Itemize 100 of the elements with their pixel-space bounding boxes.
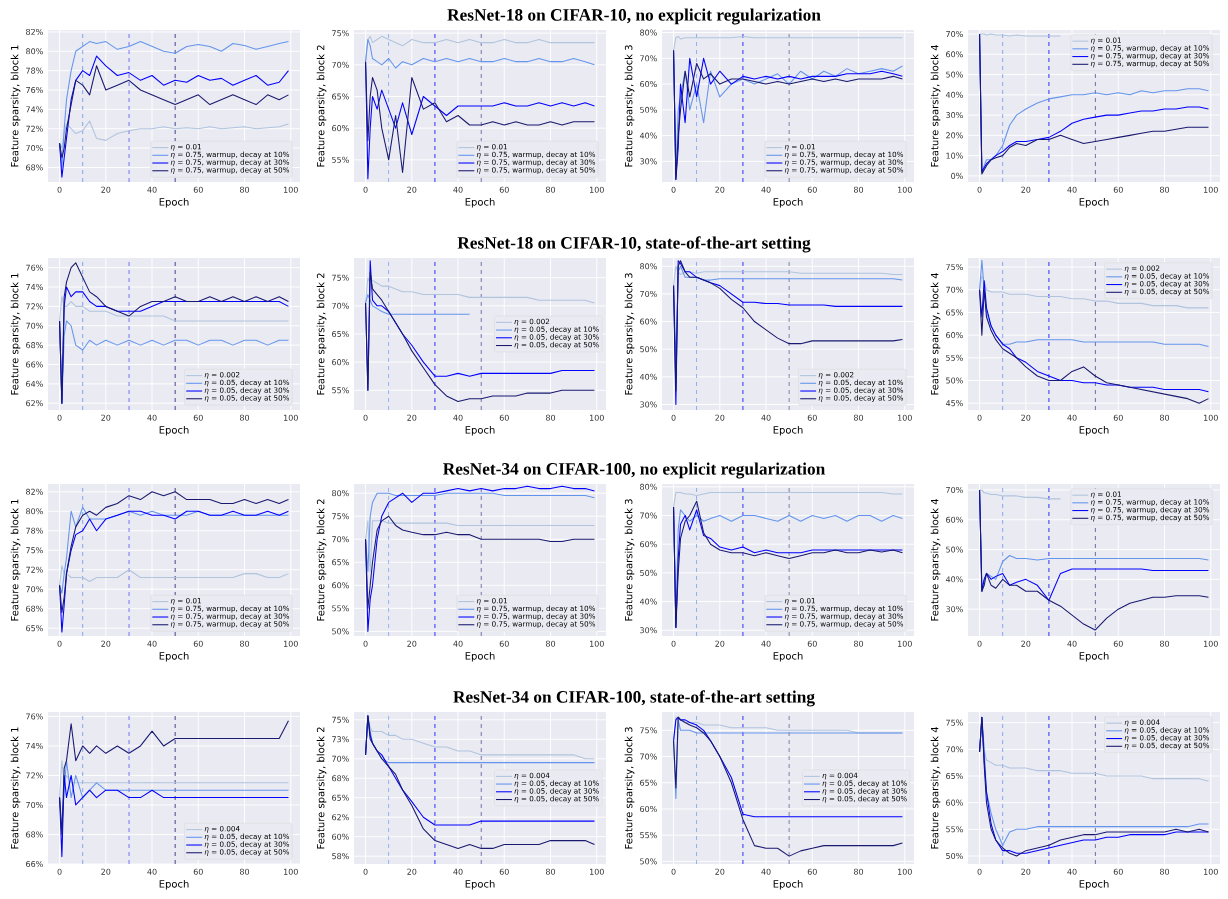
y-tick-label: 65% [946,772,963,779]
x-tick-label: 20 [715,868,725,875]
x-tick-label: 40 [453,868,463,875]
x-tick-label: 20 [101,868,111,875]
y-tick-label: 60% [640,541,657,548]
x-axis-title: Epoch [159,879,189,890]
x-tick-label: 100 [898,414,912,421]
y-tick-label: 78% [26,527,43,534]
x-tick-label: 100 [1204,186,1218,193]
y-tick-label: 30% [640,158,657,165]
x-axis-title: Epoch [773,879,803,890]
y-tick-label: 75% [332,716,349,723]
x-axis-title: Epoch [465,197,495,208]
x-tick-label: 20 [407,414,417,421]
y-tick-label: 76% [26,86,43,94]
x-tick-label: 0 [671,186,676,193]
x-tick-label: 80 [545,186,556,193]
x-tick-label: 100 [284,640,298,647]
x-tick-label: 100 [284,186,298,193]
x-axis-title: Epoch [159,425,189,436]
x-tick-label: 0 [977,868,982,875]
x-tick-label: 40 [761,414,771,421]
chart-title: ResNet-34 on CIFAR-100, state-of-the-art setting [453,690,815,707]
chart-title: ResNet-18 on CIFAR-10, no explicit regularization [447,8,821,25]
x-tick-label: 100 [284,868,298,875]
x-tick-label: 40 [147,414,157,421]
y-tick-label: 40% [945,91,963,98]
y-tick-label: 40% [639,132,657,139]
x-tick-label: 100 [1204,640,1218,647]
x-tick-label: 80 [853,640,864,647]
x-tick-label: 0 [57,414,62,421]
y-axis-title: Feature sparsity, block 4 [930,273,941,395]
y-tick-label: 72% [26,303,43,310]
x-tick-label: 80 [239,868,250,875]
y-tick-label: 70% [946,31,963,38]
y-tick-label: 62% [332,814,349,821]
y-tick-label: 80% [26,48,43,55]
y-tick-label: 65% [640,779,657,786]
x-tick-label: 80 [1159,414,1170,421]
y-axis-title: Feature sparsity, block 2 [316,273,327,395]
y-tick-label: 82% [26,28,43,35]
x-tick-label: 0 [363,868,368,875]
y-tick-label: 50% [946,546,963,553]
y-tick-label: 30% [640,627,657,634]
y-axis-title: Feature sparsity, block 4 [930,727,941,849]
y-tick-label: 80% [332,490,349,497]
y-tick-label: 65% [332,559,349,566]
y-tick-label: 10% [946,152,963,159]
x-tick-label: 100 [590,414,604,421]
x-tick-label: 20 [1021,186,1031,193]
y-tick-label: 50% [946,852,963,859]
y-axis-title: Feature sparsity, block 3 [624,727,635,849]
x-tick-label: 80 [853,414,864,421]
x-tick-label: 100 [898,186,912,193]
x-tick-label: 100 [898,640,912,647]
x-tick-label: 20 [101,640,111,647]
y-tick-label: 70% [640,512,657,519]
y-tick-label: 70% [332,755,349,762]
y-tick-label: 55% [332,387,349,394]
y-tick-label: 58% [332,853,349,860]
x-tick-label: 40 [1067,868,1077,875]
y-tick-label: 68% [26,164,43,171]
chart-title: ResNet-34 on CIFAR-100, no explicit regularization [443,462,826,479]
y-tick-label: 76% [26,264,43,271]
y-tick-label: 80% [26,508,43,515]
x-tick-label: 40 [761,186,771,193]
y-tick-label: 76% [26,713,43,720]
x-tick-label: 60 [499,640,509,647]
y-tick-label: 75% [332,30,349,37]
y-tick-label: 45% [945,400,963,407]
x-axis-title: Epoch [159,651,189,662]
y-tick-label: 75% [332,274,349,281]
y-tick-label: 70% [26,145,43,152]
y-tick-label: 70% [26,801,43,808]
x-tick-label: 20 [1021,640,1031,647]
x-tick-label: 100 [590,868,604,875]
y-tick-label: 60% [332,125,349,132]
y-tick-label: 75% [332,513,349,520]
y-tick-label: 60% [332,833,349,840]
x-tick-label: 60 [807,186,817,193]
y-tick-label: 68% [26,831,43,838]
y-axis-title: Feature sparsity, block 3 [624,45,635,167]
x-tick-label: 40 [1067,414,1077,421]
x-tick-label: 60 [1113,186,1123,193]
x-axis-title: Epoch [1079,879,1109,890]
x-axis-title: Epoch [465,651,495,662]
y-tick-label: 70% [640,55,657,62]
y-tick-label: 70% [332,302,349,309]
x-tick-label: 60 [1113,640,1123,647]
x-tick-label: 40 [147,186,157,193]
y-tick-label: 70% [640,290,657,297]
y-tick-label: 55% [640,832,657,839]
x-tick-label: 60 [499,186,509,193]
y-axis-title: Feature sparsity, block 4 [930,45,941,167]
x-tick-label: 60 [193,868,203,875]
y-tick-label: 60% [332,359,349,366]
y-tick-label: 60% [946,332,963,339]
y-tick-label: 55% [332,156,349,163]
x-tick-label: 40 [1067,640,1077,647]
y-axis-title: Feature sparsity, block 2 [316,727,327,849]
